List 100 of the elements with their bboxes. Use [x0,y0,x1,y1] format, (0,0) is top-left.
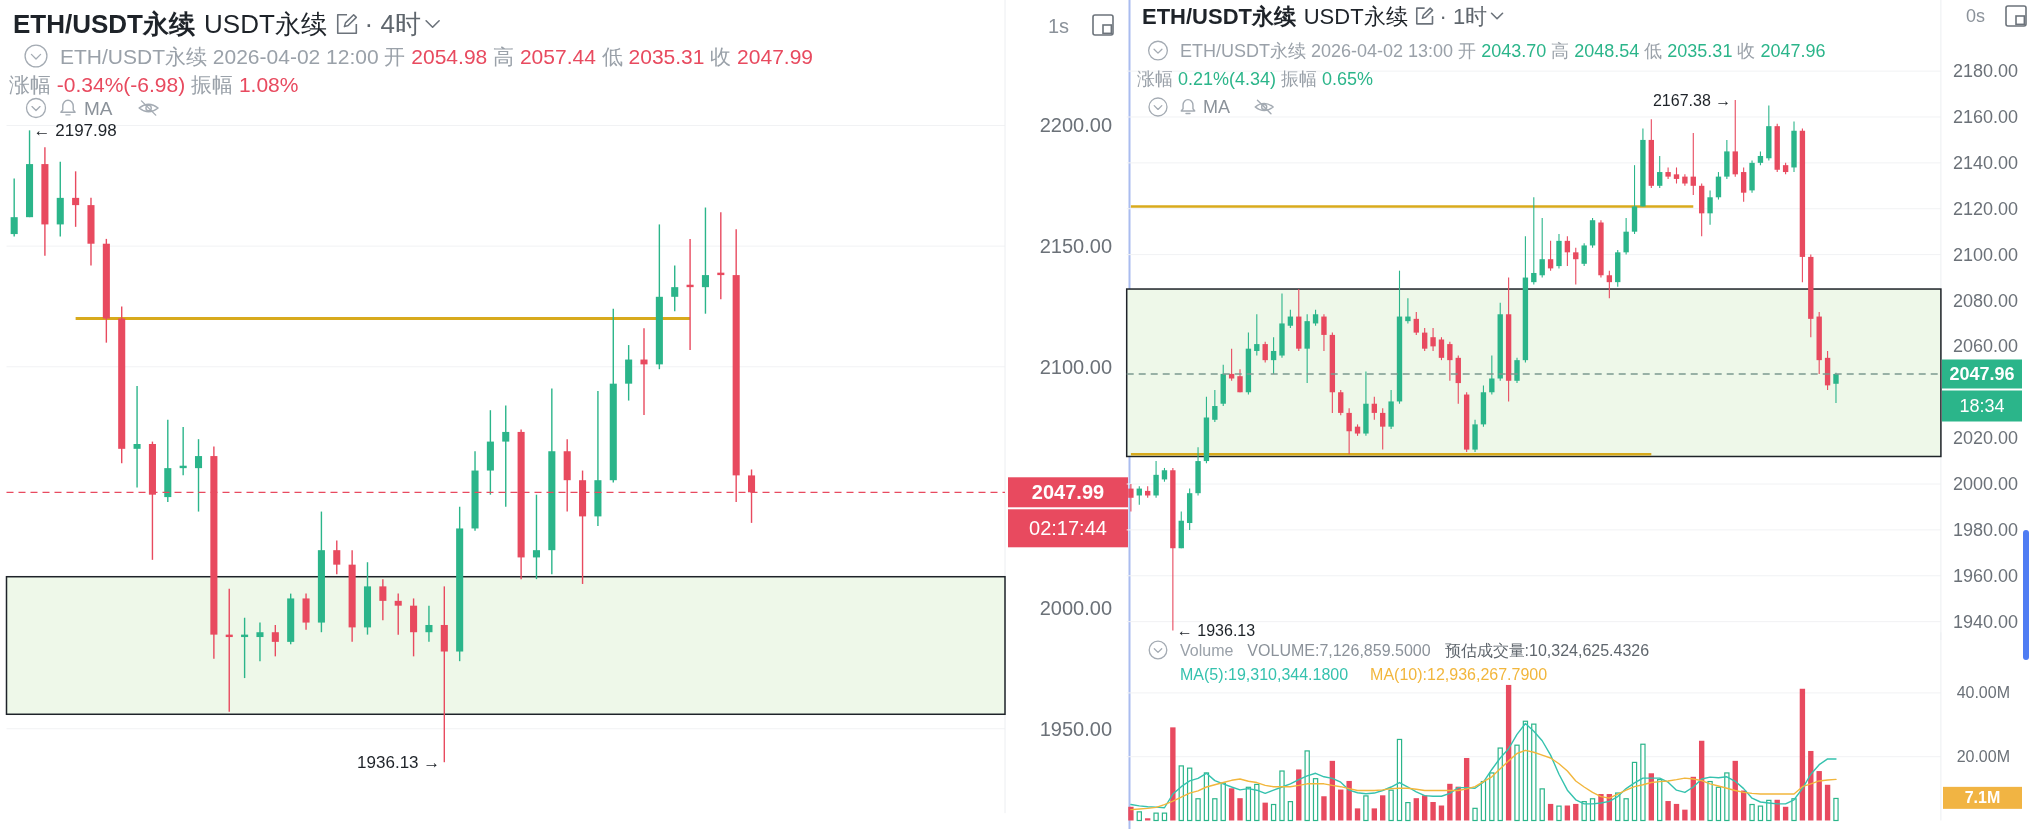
candlestick [1254,313,1260,357]
bar [1782,806,1789,821]
bar [1564,805,1571,821]
candlestick [333,539,341,576]
chart-subtitle: USDT永续 [204,9,327,39]
candlestick [1438,336,1445,361]
candlestick [1573,247,1579,285]
bar [1380,795,1386,821]
candlestick [379,578,387,621]
annotation: ← 1936.13 [1176,622,1256,640]
candlestick [1732,99,1738,178]
bar [1329,760,1336,821]
bar [1824,784,1831,821]
candlestick [1707,189,1713,226]
candlestick [10,177,18,238]
bar [1581,801,1587,822]
candlestick [1212,389,1218,423]
candlestick [425,604,433,643]
bar [1640,743,1646,822]
bar [1388,789,1394,822]
y-tick-label: 2120.00 [1952,198,2018,219]
bar [1505,684,1512,821]
bar [1136,811,1142,822]
bar [1657,779,1663,822]
annotation: 1936.13 → [357,752,441,772]
candlestick [1531,196,1537,285]
text: ETH/USDT永续 2026-04-02 13:00 开 2043.70 高 2048.54 低 2035.31 收 2047.96 [1180,40,1826,61]
candlestick [1581,242,1587,267]
candlestick [1489,355,1495,396]
candlestick [1270,336,1277,375]
candlestick [1321,313,1327,352]
candlestick [1380,407,1386,451]
bar [1170,727,1176,821]
y-tick-label: 1960.00 [1952,565,2018,586]
y-tick-label: 2100.00 [1952,244,2018,265]
bar [1438,805,1445,821]
candlestick [1430,327,1436,352]
candlestick [1740,166,1747,203]
candlestick [640,327,648,416]
text: 0s [1966,5,1986,26]
y-tick-label: 2100.00 [1039,355,1112,378]
y-tick-label: 1950.00 [1039,717,1112,740]
candlestick [1287,309,1294,329]
bar [1128,806,1134,821]
chart-subtitle: USDT永续 [1303,3,1408,29]
bar [1698,740,1705,821]
y-tick-label: 2060.00 [1952,336,2018,357]
bar [1153,812,1159,822]
candlestick [1606,270,1613,299]
bar [1556,805,1562,822]
bar [1262,802,1268,821]
bar [1237,798,1243,821]
candlestick [502,404,510,508]
chart-title: ETH/USDT永续 [13,9,195,39]
y-tick-label: 2000.00 [1039,597,1112,620]
chart-title: ETH/USDT永续 [1142,3,1296,29]
candlestick [194,438,203,513]
candlestick [1715,171,1722,201]
candlestick [1447,341,1453,382]
annotation: MA [84,97,113,119]
annotation: · 4时 [364,9,421,39]
y-tick-label: 2080.00 [1952,290,2018,311]
bar [1573,803,1579,821]
candlestick [1547,240,1554,272]
annotation: ← 2197.98 [33,120,117,140]
y-tick-label: 40.00M [1956,684,2010,702]
bar [1228,788,1235,821]
y-tick-label: 2180.00 [1952,61,2018,82]
y-tick-label: 2160.00 [1952,106,2018,127]
bar [1749,803,1755,822]
candlestick [1665,166,1671,180]
candlestick [1623,217,1629,256]
bar [1665,801,1671,821]
text: MA(10):12,936,267.7900 [1370,665,1548,683]
y-tick-label: 2150.00 [1039,235,1112,258]
bar [1287,801,1294,822]
candlestick [1833,372,1839,404]
candlestick [1405,297,1411,324]
bar [1270,803,1277,822]
bar [1707,780,1713,822]
annotation: MA [1203,97,1230,117]
bar [1145,818,1151,821]
bar [1413,798,1419,821]
y-tick-label: 2000.00 [1952,474,2018,495]
candlestick [1514,357,1520,384]
bar [1279,770,1285,822]
bar [1161,812,1168,822]
bar [1304,750,1310,822]
bar [1463,757,1470,821]
bar [1220,782,1226,822]
annotation: VOLUME:7,126,859.5000 [1247,641,1431,659]
annotation: 涨幅 0.21%(4.34) 振幅 0.65% [1137,68,1374,89]
bar [1405,802,1411,822]
bar [1539,788,1545,822]
y-tick-label: 20.00M [1956,748,2010,766]
bar [1766,799,1772,822]
bar [1447,783,1453,821]
y-tick-label: 2200.00 [1039,114,1112,137]
bar [1623,798,1629,822]
bar [1724,772,1730,822]
